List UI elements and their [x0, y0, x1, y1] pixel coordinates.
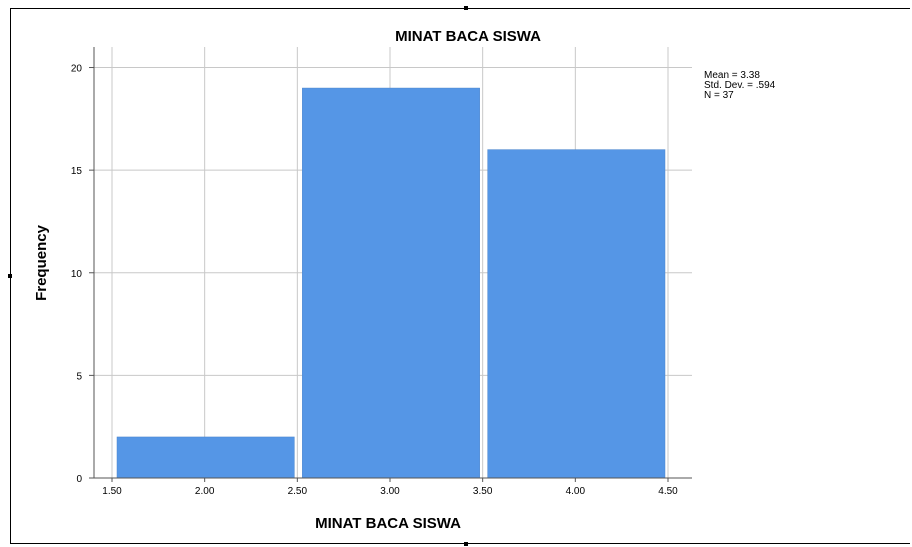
histogram-bar	[302, 87, 480, 479]
x-tick-label: 3.00	[380, 486, 400, 497]
resize-handle-left[interactable]	[8, 274, 12, 278]
x-tick-label: 4.50	[658, 486, 678, 497]
y-axis-label: Frequency	[33, 224, 50, 301]
x-tick-label: 3.50	[473, 486, 493, 497]
x-axis-label: MINAT BACA SISWA	[315, 515, 461, 532]
y-tick-label: 5	[76, 371, 82, 382]
x-tick-label: 4.00	[566, 486, 586, 497]
x-tick-label: 1.50	[102, 486, 122, 497]
y-tick-label: 10	[71, 269, 83, 280]
axes	[89, 47, 692, 482]
stat-mean: Mean = 3.38	[704, 70, 760, 81]
statistics-legend: Mean = 3.38 Std. Dev. = .594 N = 37	[704, 71, 775, 101]
stat-n: N = 37	[704, 90, 734, 101]
y-tick-label: 20	[71, 64, 83, 75]
y-tick-label: 15	[71, 166, 83, 177]
resize-handle-bottom[interactable]	[464, 542, 468, 546]
histogram-bar	[116, 436, 295, 479]
histogram-bars	[116, 87, 666, 479]
stat-std-dev: Std. Dev. = .594	[704, 80, 776, 91]
x-tick-label: 2.50	[288, 486, 308, 497]
y-tick-label: 0	[76, 474, 82, 485]
x-tick-labels: 1.50 2.00 2.50 3.00 3.50 4.00 4.50	[102, 486, 678, 497]
histogram-bar	[487, 149, 666, 479]
x-tick-label: 2.00	[195, 486, 215, 497]
resize-handle-top[interactable]	[464, 6, 468, 10]
chart-title: MINAT BACA SISWA	[395, 28, 541, 45]
y-tick-labels: 0 5 10 15 20	[71, 64, 83, 485]
